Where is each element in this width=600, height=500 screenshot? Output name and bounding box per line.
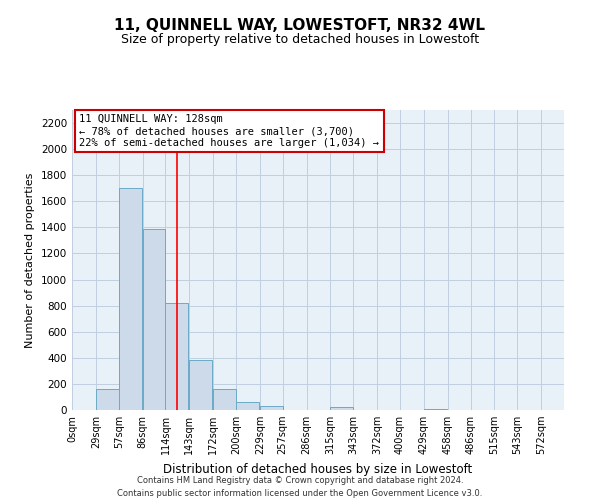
- Y-axis label: Number of detached properties: Number of detached properties: [25, 172, 35, 348]
- Bar: [143, 228, 166, 410]
- Bar: [331, 406, 353, 410]
- Bar: [189, 360, 212, 410]
- Bar: [213, 389, 236, 410]
- Bar: [166, 303, 188, 410]
- X-axis label: Distribution of detached houses by size in Lowestoft: Distribution of detached houses by size …: [163, 462, 473, 475]
- Text: Contains HM Land Registry data © Crown copyright and database right 2024.: Contains HM Land Registry data © Crown c…: [137, 476, 463, 485]
- Text: Size of property relative to detached houses in Lowestoft: Size of property relative to detached ho…: [121, 32, 479, 46]
- Bar: [236, 402, 259, 410]
- Bar: [119, 188, 142, 410]
- Bar: [260, 406, 283, 410]
- Text: 11, QUINNELL WAY, LOWESTOFT, NR32 4WL: 11, QUINNELL WAY, LOWESTOFT, NR32 4WL: [115, 18, 485, 32]
- Text: Contains public sector information licensed under the Open Government Licence v3: Contains public sector information licen…: [118, 489, 482, 498]
- Bar: [96, 389, 119, 410]
- Bar: [424, 408, 447, 410]
- Text: 11 QUINNELL WAY: 128sqm
← 78% of detached houses are smaller (3,700)
22% of semi: 11 QUINNELL WAY: 128sqm ← 78% of detache…: [79, 114, 379, 148]
